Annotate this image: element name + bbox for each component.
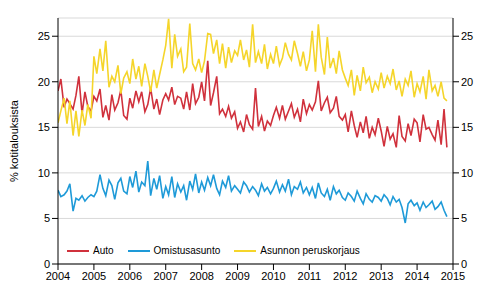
svg-text:5: 5 [461,212,467,224]
svg-text:20: 20 [38,76,50,88]
svg-text:2006: 2006 [118,270,142,282]
svg-text:25: 25 [461,30,473,42]
svg-text:2013: 2013 [369,270,393,282]
svg-text:2004: 2004 [46,270,70,282]
svg-text:2009: 2009 [225,270,249,282]
svg-text:2005: 2005 [82,270,106,282]
svg-text:0: 0 [44,258,50,270]
html-text:Omistusasunto: Omistusasunto [153,245,221,256]
svg-text:10: 10 [38,167,50,179]
svg-text:20: 20 [461,76,473,88]
svg-text:% kotitalouksista: % kotitalouksista [8,99,20,182]
svg-text:10: 10 [461,167,473,179]
html-text:Auto: Auto [93,245,114,256]
svg-text:5: 5 [44,212,50,224]
html-text:Asunnon peruskorjaus: Asunnon peruskorjaus [260,245,360,256]
svg-text:2014: 2014 [405,270,429,282]
svg-text:2007: 2007 [153,270,177,282]
svg-text:2011: 2011 [298,270,322,282]
svg-text:0: 0 [461,258,467,270]
svg-text:15: 15 [461,121,473,133]
svg-text:2010: 2010 [261,270,285,282]
svg-text:15: 15 [38,121,50,133]
svg-text:2008: 2008 [189,270,213,282]
svg-text:2015: 2015 [441,270,465,282]
svg-text:25: 25 [38,30,50,42]
svg-text:2012: 2012 [333,270,357,282]
